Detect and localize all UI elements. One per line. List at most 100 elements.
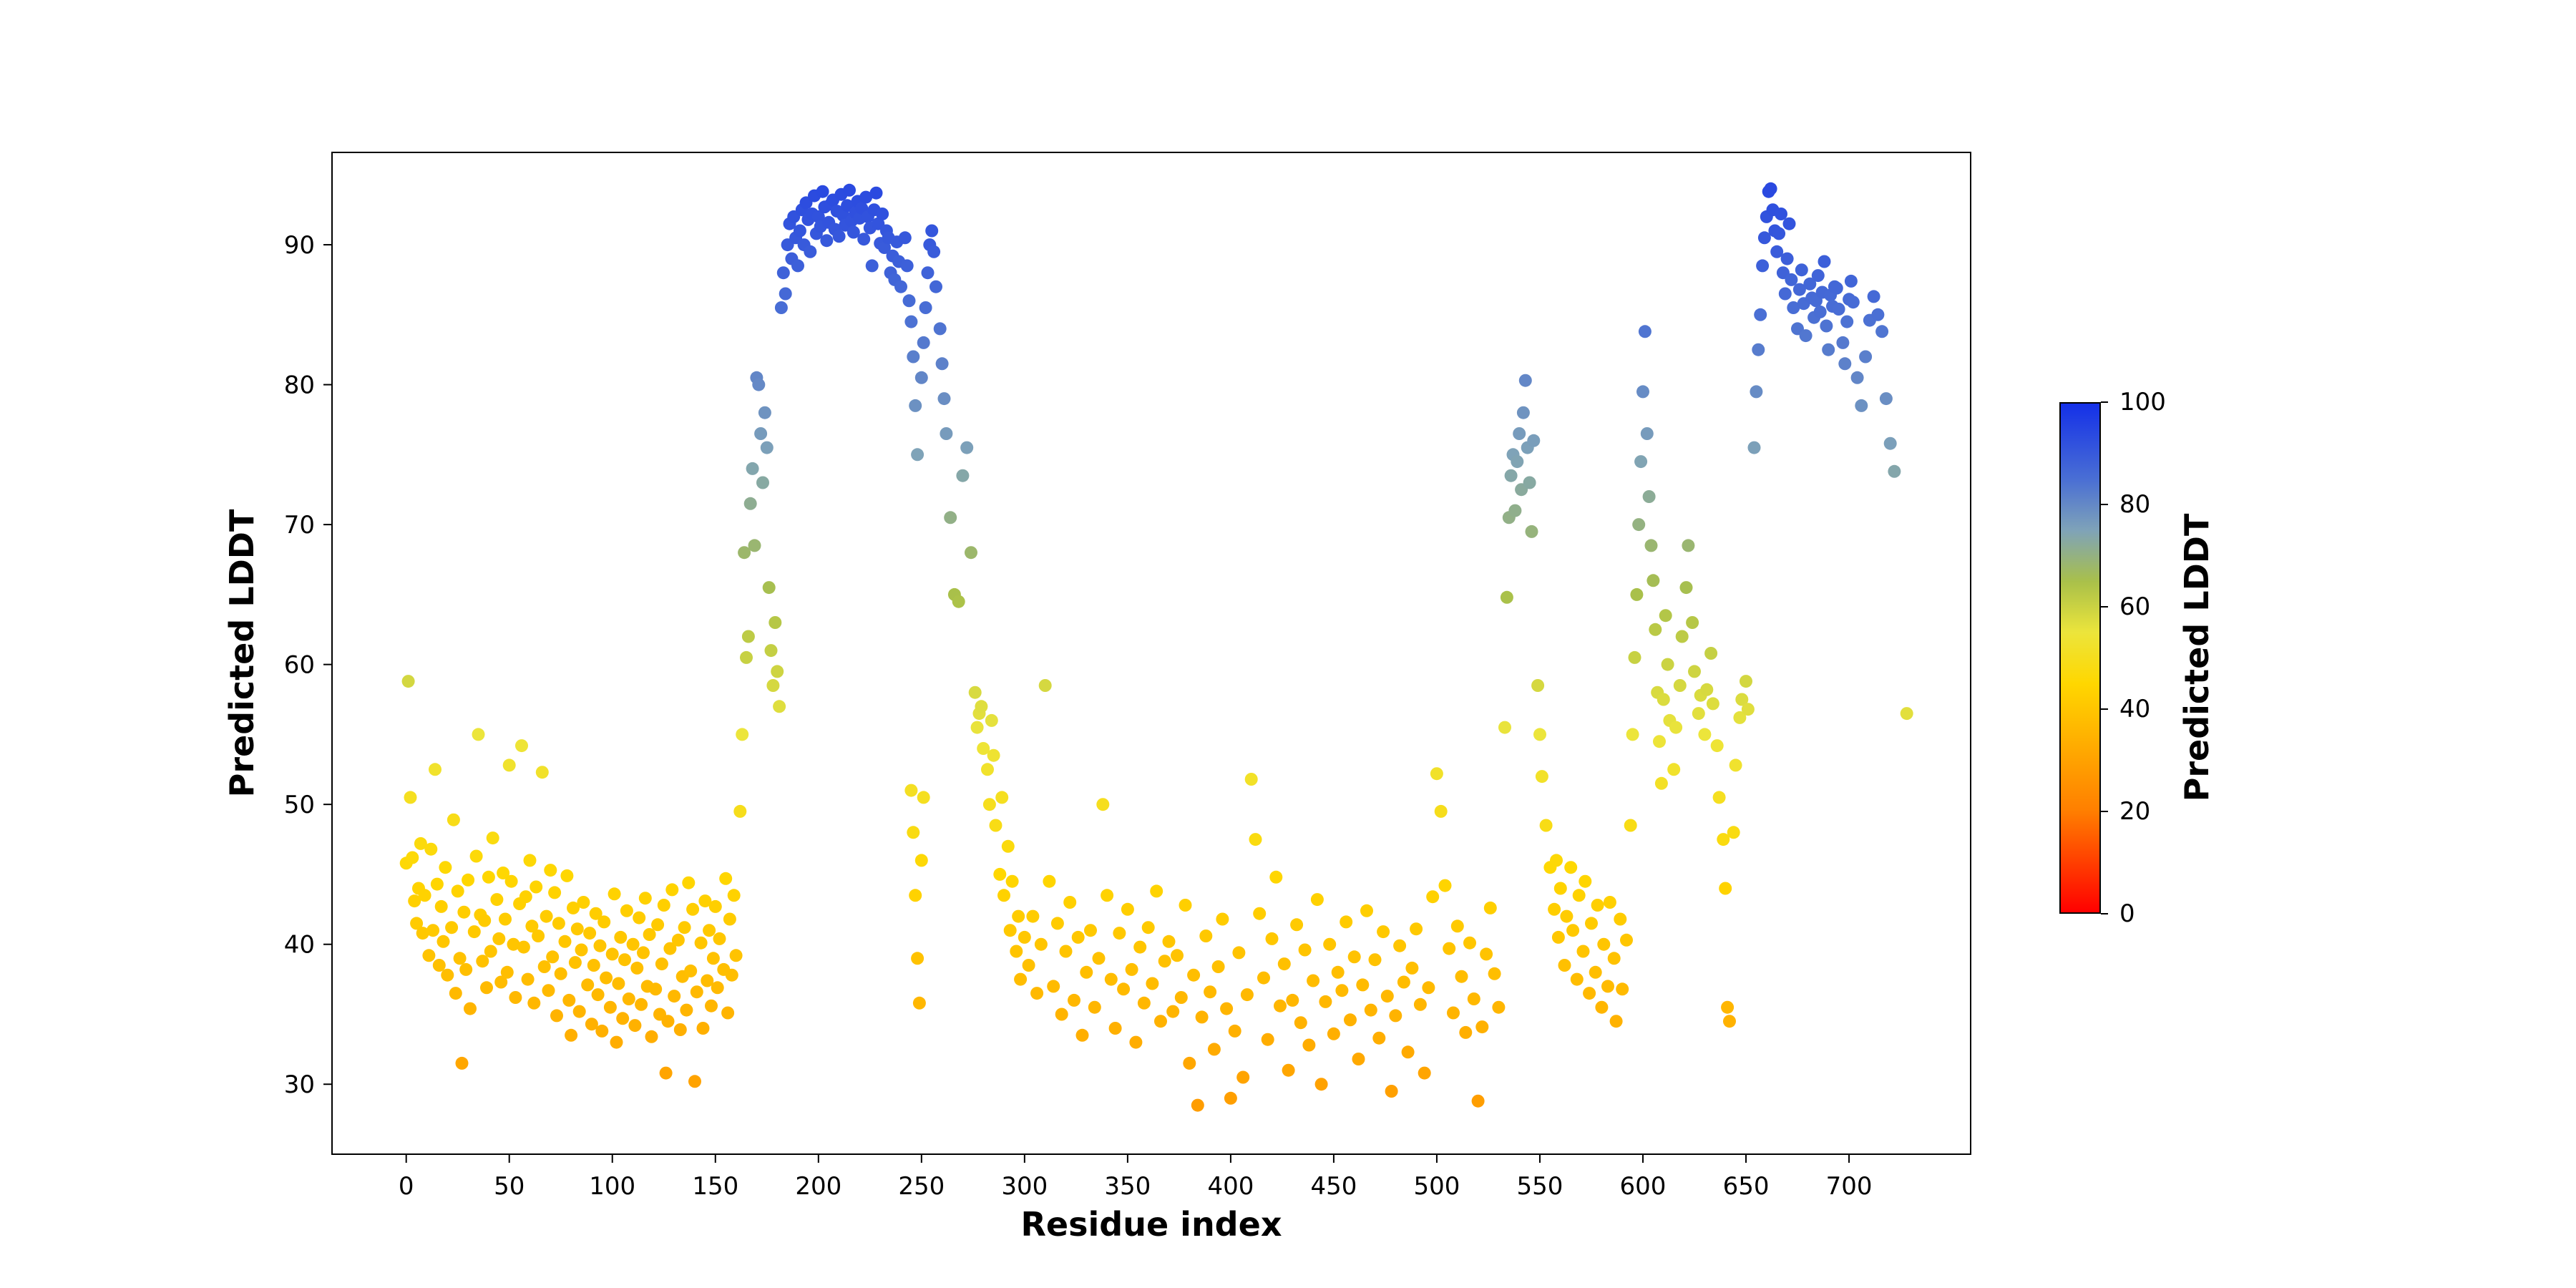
scatter-point xyxy=(1518,374,1532,387)
scatter-point xyxy=(764,644,778,658)
scatter-point xyxy=(1719,882,1732,895)
scatter-point xyxy=(1566,924,1580,937)
scatter-point xyxy=(1583,987,1596,1000)
scatter-point xyxy=(519,890,532,904)
scatter-point xyxy=(1516,406,1530,419)
scatter-point xyxy=(572,1005,586,1018)
scatter-point xyxy=(657,899,670,912)
scatter-point xyxy=(1723,1015,1736,1028)
scatter-point xyxy=(1682,539,1695,552)
scatter-point xyxy=(404,791,417,804)
scatter-point xyxy=(1661,658,1674,671)
scatter-point xyxy=(1084,924,1097,937)
scatter-point xyxy=(1443,942,1456,955)
scatter-point xyxy=(909,889,922,902)
scatter-point xyxy=(1141,921,1155,935)
scatter-point xyxy=(1859,350,1873,364)
scatter-point xyxy=(919,301,932,314)
scatter-point xyxy=(1710,739,1724,753)
scatter-point xyxy=(1679,581,1693,595)
scatter-point xyxy=(504,874,518,888)
scatter-point xyxy=(1832,303,1845,316)
scatter-point xyxy=(993,867,1007,881)
scatter-point xyxy=(1307,974,1320,987)
scatter-point xyxy=(668,990,681,1003)
scatter-point xyxy=(771,665,784,678)
scatter-point xyxy=(455,1056,469,1070)
scatter-point xyxy=(585,1018,598,1031)
scatter-point xyxy=(476,955,489,968)
scatter-point xyxy=(1589,965,1602,979)
scatter-point xyxy=(970,721,984,734)
scatter-point xyxy=(1539,819,1553,832)
scatter-point xyxy=(1191,1098,1204,1112)
y-tick-label: 80 xyxy=(284,371,315,400)
scatter-point xyxy=(1179,899,1192,912)
scatter-point xyxy=(1634,455,1648,469)
scatter-point xyxy=(1405,961,1419,975)
scatter-point xyxy=(490,893,504,907)
scatter-point xyxy=(1669,721,1683,734)
scatter-point xyxy=(1754,308,1767,321)
scatter-point xyxy=(754,427,768,440)
scatter-point xyxy=(570,922,584,936)
scatter-point xyxy=(1654,776,1668,790)
x-tick-label: 200 xyxy=(795,1172,841,1201)
colorbar-tick-mark xyxy=(2101,504,2108,505)
scatter-point xyxy=(635,997,648,1011)
scatter-point xyxy=(1628,650,1641,664)
scatter-point xyxy=(1636,385,1649,399)
scatter-point xyxy=(449,987,462,1000)
scatter-point xyxy=(1360,904,1373,917)
scatter-point xyxy=(414,836,427,850)
scatter-point xyxy=(1010,945,1023,958)
scatter-point xyxy=(694,936,708,950)
scatter-point xyxy=(1302,1038,1316,1052)
scatter-point xyxy=(484,945,497,958)
scatter-point xyxy=(589,907,602,920)
scatter-point xyxy=(620,904,633,917)
scatter-point xyxy=(424,842,438,856)
scatter-point xyxy=(1844,274,1858,288)
scatter-point xyxy=(791,259,804,273)
scatter-point xyxy=(651,918,665,932)
scatter-point xyxy=(965,546,977,560)
scatter-point xyxy=(977,742,990,755)
scatter-point xyxy=(982,798,996,811)
scatter-point xyxy=(1692,707,1705,721)
scatter-point xyxy=(1224,1091,1237,1105)
scatter-point xyxy=(605,947,619,961)
scatter-point xyxy=(1413,997,1427,1011)
scatter-point xyxy=(944,511,957,525)
x-tick-label: 600 xyxy=(1620,1172,1667,1201)
scatter-point xyxy=(701,974,714,987)
x-tick-label: 0 xyxy=(399,1172,414,1201)
scatter-point xyxy=(1207,1043,1221,1056)
scatter-point xyxy=(1282,1063,1295,1077)
scatter-point xyxy=(1688,665,1701,678)
scatter-point xyxy=(1290,918,1304,932)
scatter-point xyxy=(665,883,679,897)
scatter-point xyxy=(1712,791,1726,804)
y-axis-label: Predicted LDDT xyxy=(223,509,261,798)
scatter-point xyxy=(1467,992,1480,1005)
scatter-point xyxy=(426,924,440,937)
scatter-point xyxy=(1014,972,1028,986)
scatter-point xyxy=(843,183,856,197)
scatter-point xyxy=(1108,1022,1122,1035)
scatter-point xyxy=(706,952,720,965)
scatter-point xyxy=(459,962,473,976)
scatter-point xyxy=(410,917,424,930)
scatter-point xyxy=(1642,490,1656,503)
scatter-point xyxy=(741,630,755,643)
scatter-point xyxy=(925,224,939,238)
scatter-point xyxy=(1803,277,1817,291)
scatter-point xyxy=(912,996,926,1010)
scatter-point xyxy=(1813,305,1827,318)
scatter-point xyxy=(987,748,1000,762)
scatter-point xyxy=(1211,960,1225,973)
scatter-point xyxy=(1038,679,1052,692)
x-tick-label: 50 xyxy=(494,1172,525,1201)
scatter-point xyxy=(1125,962,1138,976)
scatter-point xyxy=(1393,939,1407,952)
